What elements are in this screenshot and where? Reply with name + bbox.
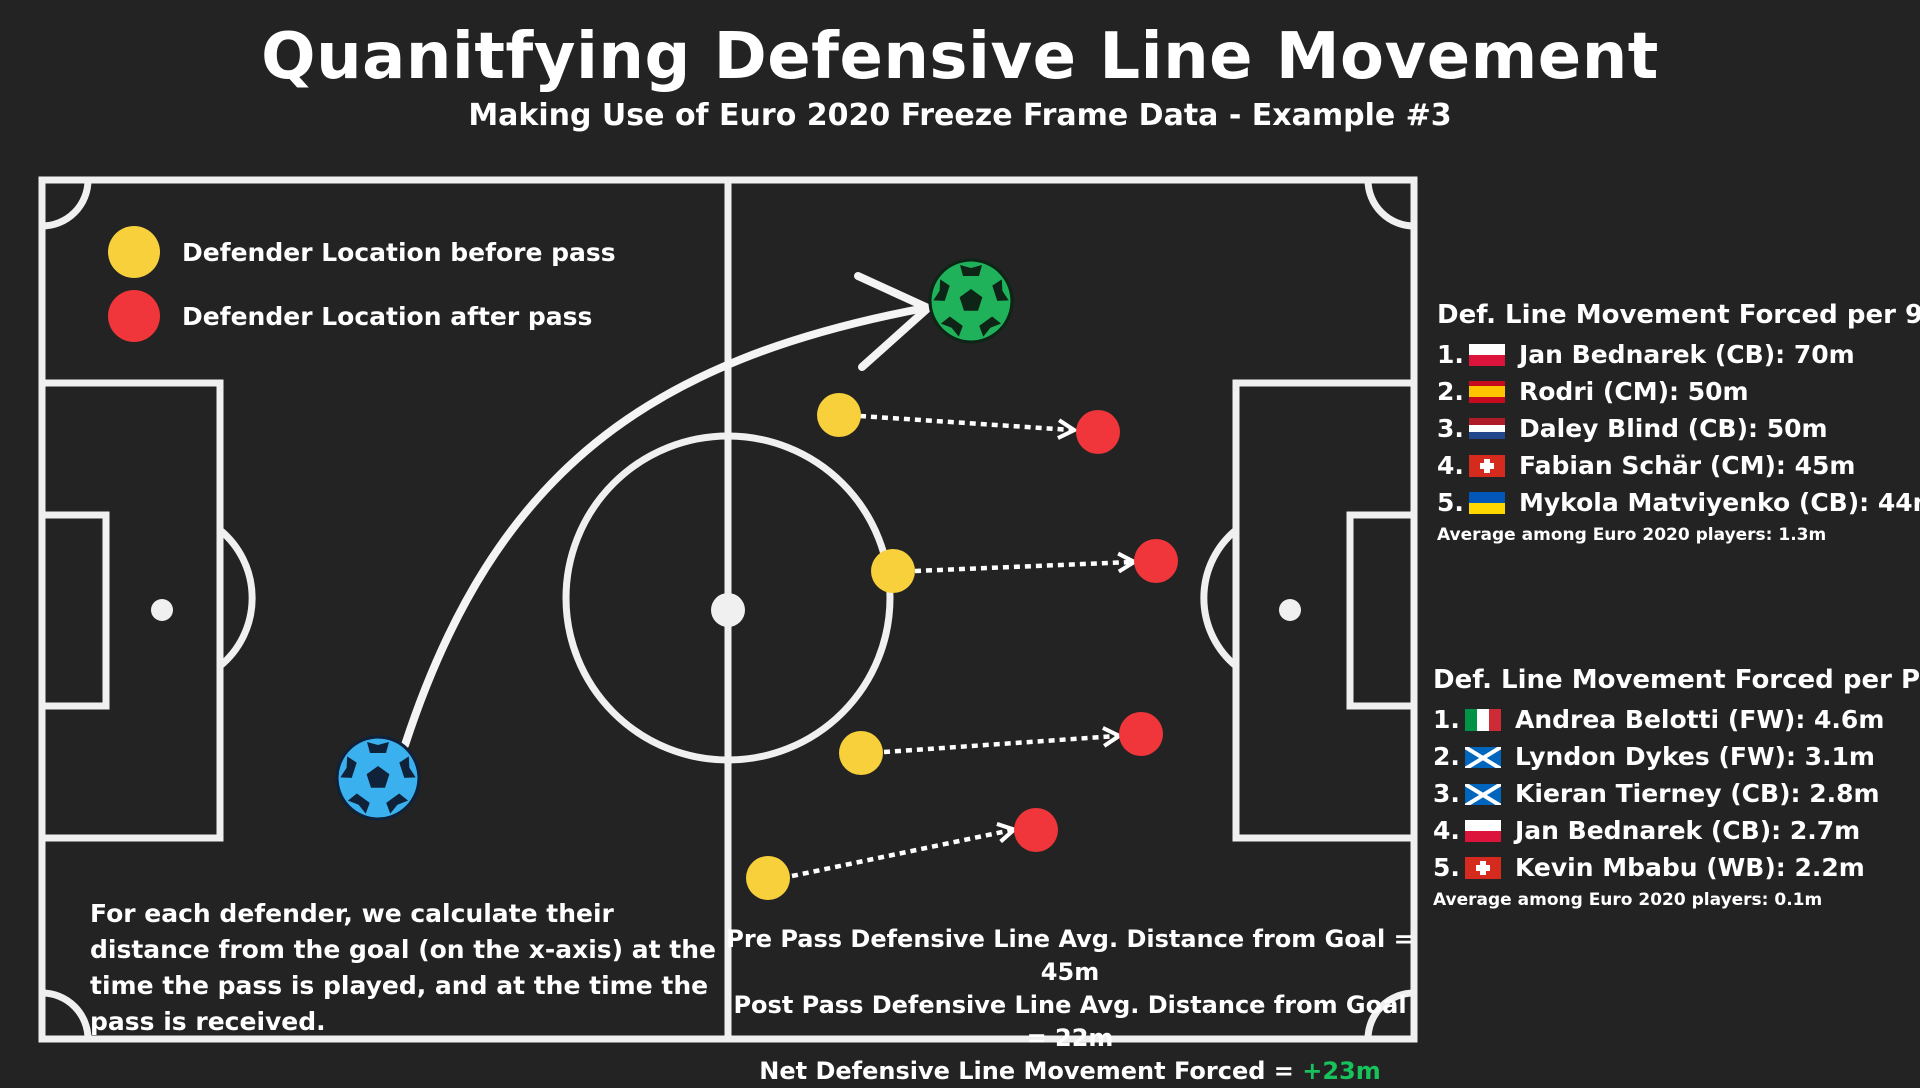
- netherlands-flag: [1469, 417, 1505, 440]
- soccer-ball-icon: [928, 258, 1014, 344]
- ranking-item: 3. Daley Blind (CB): 50m: [1437, 414, 1828, 443]
- movement-arrow: [859, 413, 1079, 440]
- switzerland-flag: [1465, 856, 1501, 879]
- switzerland-flag: [1469, 454, 1505, 477]
- legend-dot-before: [108, 226, 160, 278]
- ukraine-flag: [1469, 491, 1505, 514]
- defender-before-marker: [817, 393, 861, 437]
- post-pass-stat: Post Pass Defensive Line Avg. Distance f…: [733, 991, 1407, 1052]
- ranking-per-90-title: Def. Line Movement Forced per 90: [1437, 300, 1920, 330]
- movement-arrow: [883, 726, 1124, 755]
- right-penalty-arc: [1200, 527, 1239, 669]
- center-circle: [562, 432, 894, 764]
- spain-flag: [1469, 380, 1505, 403]
- poland-flag: [1465, 819, 1501, 842]
- defender-after-marker: [1119, 712, 1163, 756]
- method-description: For each defender, we calculate their di…: [90, 899, 717, 1036]
- legend-item-before: Defender Location before pass: [108, 226, 616, 278]
- defender-before-marker: [839, 731, 883, 775]
- defender-after-marker: [1014, 808, 1058, 852]
- net-movement-stat: Net Defensive Line Movement Forced = +23…: [720, 1055, 1420, 1088]
- legend-dot-after: [108, 290, 160, 342]
- legend-item-after: Defender Location after pass: [108, 290, 592, 342]
- page-subtitle: Making Use of Euro 2020 Freeze Frame Dat…: [468, 98, 1452, 133]
- ranking-per-90: Def. Line Movement Forced per 90 1. Jan …: [1437, 300, 1920, 545]
- page-title: Quanitfying Defensive Line Movement: [261, 20, 1659, 94]
- pre-pass-stat: Pre Pass Defensive Line Avg. Distance fr…: [726, 925, 1414, 986]
- ranking-item: 2. Rodri (CM): 50m: [1437, 377, 1749, 406]
- defender-movement-arrows: [791, 413, 1139, 879]
- net-movement-label: Net Defensive Line Movement Forced =: [759, 1057, 1303, 1085]
- left-penalty-box: [38, 379, 224, 842]
- legend-label-after: Defender Location after pass: [182, 301, 593, 331]
- ranking-item: 5. Mykola Matviyenko (CB): 44m: [1437, 488, 1920, 517]
- soccer-ball-icon: [335, 735, 421, 821]
- legend-label-before: Defender Location before pass: [182, 237, 616, 267]
- pass-arrow-head: [854, 272, 932, 371]
- right-goal-box: [1346, 511, 1418, 710]
- corner-arc-tr: [1364, 179, 1415, 230]
- ranking-item: 1. Andrea Belotti (FW): 4.6m: [1433, 705, 1885, 734]
- corner-arc-bl: [41, 989, 92, 1040]
- movement-arrow: [791, 822, 1019, 879]
- right-penalty-spot: [1279, 599, 1301, 621]
- center-spot: [711, 593, 745, 627]
- ranking-item: 2. Lyndon Dykes (FW): 3.1m: [1433, 742, 1875, 771]
- corner-arc-tl: [41, 179, 92, 230]
- defenders-after: [1014, 410, 1178, 852]
- pitch-lines: [38, 176, 1418, 1043]
- ranking-per-pass: Def. Line Movement Forced per Pass 1. An…: [1433, 665, 1920, 910]
- scotland-flag: [1465, 782, 1501, 805]
- ranking-item: 4. Jan Bednarek (CB): 2.7m: [1433, 816, 1861, 845]
- defender-before-marker: [871, 549, 915, 593]
- left-penalty-spot: [151, 599, 173, 621]
- ranking-per-pass-note: Average among Euro 2020 players: 0.1m: [1433, 890, 1823, 910]
- corner-arc-br: [1364, 989, 1415, 1040]
- ranking-per-90-note: Average among Euro 2020 players: 1.3m: [1437, 525, 1827, 545]
- italy-flag: [1465, 708, 1501, 731]
- defender-after-marker: [1134, 539, 1178, 583]
- poland-flag: [1469, 343, 1505, 366]
- movement-arrow: [914, 551, 1139, 574]
- ranking-item: 4. Fabian Schär (CM): 45m: [1437, 451, 1856, 480]
- right-penalty-box: [1232, 379, 1418, 842]
- ranking-item: 5. Kevin Mbabu (WB): 2.2m: [1433, 853, 1865, 882]
- defender-after-marker: [1076, 410, 1120, 454]
- pass-arrow-line: [401, 304, 929, 749]
- left-penalty-arc: [217, 527, 256, 669]
- left-goal-box: [38, 511, 110, 710]
- stats-summary: Pre Pass Defensive Line Avg. Distance fr…: [720, 923, 1420, 1088]
- net-movement-value: +23m: [1302, 1057, 1381, 1085]
- ranking-per-pass-title: Def. Line Movement Forced per Pass: [1433, 665, 1920, 695]
- defenders-before: [746, 393, 915, 900]
- ranking-item: 1. Jan Bednarek (CB): 70m: [1437, 340, 1855, 369]
- defender-before-marker: [746, 856, 790, 900]
- scotland-flag: [1465, 745, 1501, 768]
- ranking-item: 3. Kieran Tierney (CB): 2.8m: [1433, 779, 1880, 808]
